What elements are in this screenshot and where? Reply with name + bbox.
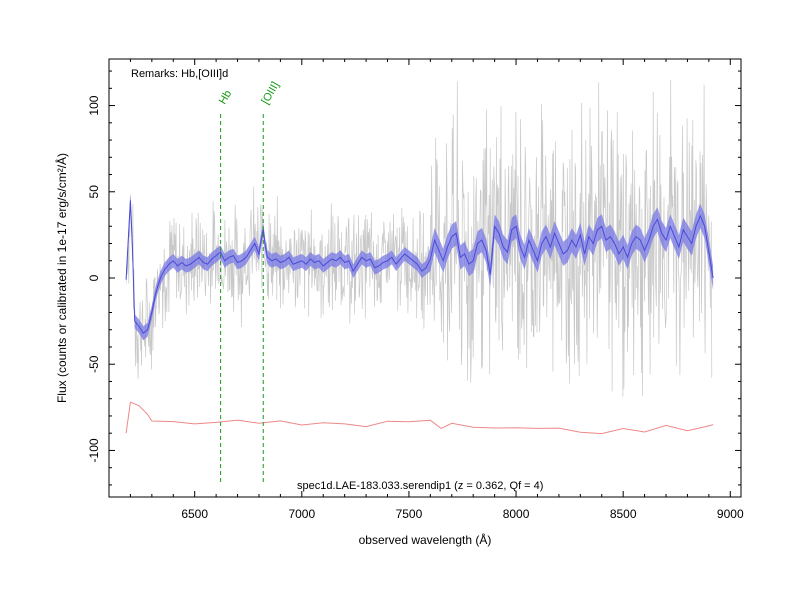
x-tick-label: 8000: [503, 507, 530, 521]
line-marker-label: Hb: [217, 88, 234, 106]
x-tick-label: 8500: [610, 507, 637, 521]
x-tick-label: 6500: [181, 507, 208, 521]
y-tick-label: 50: [87, 185, 101, 199]
plot-frame: [108, 58, 742, 498]
line-marker-label: [OIII]: [259, 80, 281, 107]
x-tick-label: 7500: [396, 507, 423, 521]
y-axis-title: Flux (counts or calibrated in 1e-17 erg/…: [54, 153, 69, 403]
y-tick-label: 100: [87, 95, 101, 115]
error-spectrum-line: [125, 401, 714, 435]
remarks-label: Remarks: Hb,[OIII]d: [131, 68, 228, 80]
y-tick-label: -50: [87, 355, 101, 373]
x-tick-label: 7000: [288, 507, 315, 521]
x-axis-title: observed wavelength (Å): [359, 532, 492, 547]
smoothed-spectrum-line: [125, 200, 714, 334]
object-label: spec1d.LAE-183.033.serendip1 (z = 0.362,…: [297, 480, 543, 492]
y-tick-label: 0: [87, 274, 101, 281]
y-tick-label: -100: [87, 438, 101, 462]
x-tick-label: 9000: [717, 507, 744, 521]
